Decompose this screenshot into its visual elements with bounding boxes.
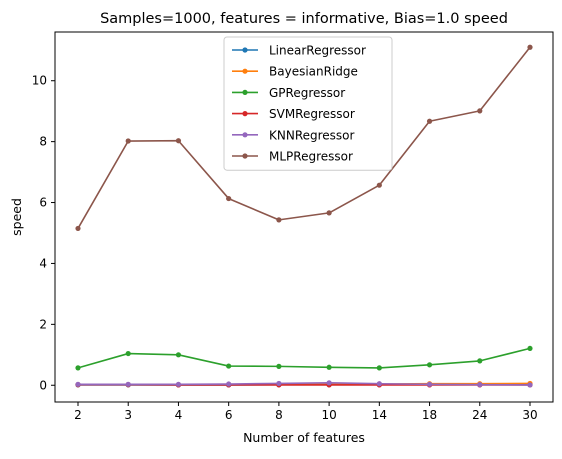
data-point: [226, 196, 231, 201]
data-point: [226, 363, 231, 368]
data-point: [226, 381, 231, 386]
data-point: [327, 210, 332, 215]
data-point: [75, 382, 80, 387]
y-tick-label: 2: [39, 317, 47, 331]
chart-title: Samples=1000, features = informative, Bi…: [100, 11, 508, 27]
legend-marker: [242, 69, 247, 74]
data-point: [276, 364, 281, 369]
data-point: [327, 365, 332, 370]
data-point: [176, 382, 181, 387]
y-tick-label: 0: [39, 378, 47, 392]
x-tick-label: 24: [472, 408, 487, 422]
legend: LinearRegressor BayesianRidge GPRegressor S…: [224, 37, 392, 170]
data-point: [126, 351, 131, 356]
y-tick-label: 8: [39, 135, 47, 149]
x-tick-label: 6: [225, 408, 233, 422]
legend-label: BayesianRidge: [269, 65, 358, 79]
data-point: [477, 382, 482, 387]
legend-label: GPRegressor: [269, 86, 345, 100]
y-tick-label: 10: [32, 74, 47, 88]
data-point: [377, 365, 382, 370]
data-point: [75, 365, 80, 370]
data-point: [126, 382, 131, 387]
data-point: [126, 138, 131, 143]
legend-label: LinearRegressor: [269, 44, 366, 58]
x-tick-label: 30: [522, 408, 537, 422]
data-point: [527, 346, 532, 351]
legend-marker: [242, 111, 247, 116]
x-tick-label: 14: [372, 408, 387, 422]
data-point: [427, 382, 432, 387]
x-axis-label: Number of features: [243, 430, 365, 445]
data-point: [427, 362, 432, 367]
legend-marker: [242, 153, 247, 158]
data-point: [527, 45, 532, 50]
legend-marker: [242, 132, 247, 137]
data-point: [477, 108, 482, 113]
data-point: [477, 358, 482, 363]
data-point: [427, 119, 432, 124]
legend-label: KNNRegressor: [269, 128, 355, 142]
data-point: [327, 380, 332, 385]
legend-marker: [242, 90, 247, 95]
data-point: [176, 352, 181, 357]
data-point: [75, 226, 80, 231]
data-point: [527, 382, 532, 387]
data-point: [276, 381, 281, 386]
legend-label: SVMRegressor: [269, 107, 355, 121]
y-axis-label: speed: [9, 198, 24, 236]
x-tick-label: 10: [321, 408, 336, 422]
x-tick-label: 18: [422, 408, 437, 422]
x-tick-label: 2: [74, 408, 82, 422]
legend-label: MLPRegressor: [269, 150, 353, 164]
data-point: [377, 381, 382, 386]
legend-marker: [242, 47, 247, 52]
data-point: [276, 217, 281, 222]
x-tick-label: 3: [124, 408, 132, 422]
x-tick-label: 8: [275, 408, 283, 422]
data-point: [377, 183, 382, 188]
data-point: [176, 138, 181, 143]
y-tick-label: 4: [39, 256, 47, 270]
x-tick-label: 4: [175, 408, 183, 422]
y-tick-label: 6: [39, 196, 47, 210]
